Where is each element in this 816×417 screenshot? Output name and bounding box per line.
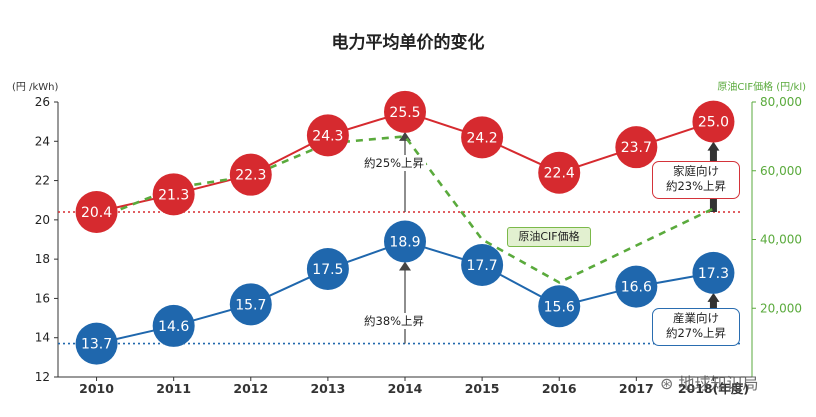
data-label: 21.3	[158, 187, 189, 203]
industry-annotation-box: 産業向け 約27%上昇	[652, 308, 740, 346]
left-tick-label: 18	[35, 252, 50, 266]
x-tick-label: 2018(年度)	[678, 381, 749, 396]
left-tick-label: 16	[35, 291, 50, 305]
chart-title: 电力平均单价的变化	[331, 33, 485, 53]
data-point-marker	[152, 173, 195, 216]
right-tick-label: 40,000	[760, 233, 802, 247]
household-box-line1: 家庭向け	[673, 164, 719, 178]
industry-rise-2014-label: 約38%上昇	[362, 313, 427, 329]
data-point-marker	[538, 151, 581, 194]
data-label: 24.2	[467, 130, 498, 146]
data-label: 14.6	[158, 319, 189, 335]
left-tick-label: 22	[35, 174, 50, 188]
data-point-marker	[152, 304, 195, 347]
x-tick-label: 2014	[388, 381, 423, 396]
data-label: 17.7	[467, 258, 498, 274]
data-markers: 20.4 21.3 22.3 24.3 25.5 24.2 22.4 23.7 25.0 13.7…	[75, 90, 735, 365]
household-total-arrow-head	[707, 141, 720, 151]
reference-lines	[58, 211, 742, 345]
data-label: 24.3	[312, 128, 343, 144]
data-label: 16.6	[621, 280, 652, 296]
watermark-text: 地球知识局	[678, 374, 759, 393]
left-tick-label: 20	[35, 213, 50, 227]
data-label: 18.9	[389, 234, 420, 250]
left-axis-unit: (円 /kWh)	[12, 82, 58, 93]
data-label: 15.6	[544, 299, 575, 315]
right-axis-unit: 原油CIF価格 (円/kl)	[717, 80, 806, 93]
data-point-marker	[384, 220, 426, 263]
data-label: 20.4	[81, 205, 112, 221]
data-label: 13.7	[81, 337, 112, 353]
left-tick-label: 12	[35, 370, 50, 384]
x-tick-label: 2012	[233, 381, 268, 396]
data-point-marker	[384, 90, 426, 133]
data-point-marker	[75, 322, 118, 365]
data-label: 17.5	[312, 262, 343, 278]
data-label: 17.3	[698, 266, 729, 282]
left-tick-label: 26	[35, 95, 50, 109]
data-point-marker	[538, 285, 581, 328]
data-label: 25.5	[389, 105, 420, 121]
data-point-marker	[229, 153, 272, 196]
data-label: 25.0	[698, 115, 729, 131]
x-tick-label: 2016	[542, 381, 577, 396]
industry-box-line2: 約27%上昇	[665, 326, 727, 340]
crude-cif-legend-label: 原油CIF価格	[507, 227, 591, 247]
x-tick-label: 2017	[619, 381, 654, 396]
right-tick-label: 20,000	[760, 301, 802, 315]
watermark: ⊛ 地球知识局	[660, 374, 759, 393]
left-tick-label: 14	[35, 331, 50, 345]
industry-total-arrow-head	[707, 292, 720, 302]
household-annotation-box: 家庭向け 約23%上昇	[652, 161, 740, 199]
x-tick-label: 2015	[465, 381, 500, 396]
data-point-marker	[692, 251, 735, 294]
data-point-marker	[306, 247, 349, 290]
data-point-marker	[692, 100, 735, 143]
data-point-marker	[229, 283, 272, 326]
household-box-line2: 約23%上昇	[665, 179, 727, 193]
x-tick-label: 2010	[79, 381, 114, 396]
x-tick-label: 2011	[156, 381, 191, 396]
data-label: 22.4	[544, 166, 575, 182]
data-label: 15.7	[235, 297, 266, 313]
industry-box-line1: 産業向け	[673, 311, 719, 325]
x-tick-label: 2013	[310, 381, 345, 396]
data-point-marker	[615, 265, 658, 308]
data-point-marker	[615, 126, 658, 169]
left-tick-label: 24	[35, 134, 50, 148]
household-rise-2014-label: 約25%上昇	[362, 155, 427, 171]
data-point-marker	[461, 244, 504, 287]
data-point-marker	[75, 191, 118, 233]
industry-rise-arrow-head	[399, 261, 411, 271]
data-point-marker	[461, 116, 504, 159]
data-label: 23.7	[621, 140, 652, 156]
data-label: 22.3	[235, 168, 266, 184]
right-tick-label: 80,000	[760, 95, 802, 109]
chart-axes: 12 14 16 18 20 22 24 26 (円 /kWh) 20,000 40,000 60,0…	[12, 80, 806, 396]
data-point-marker	[306, 114, 349, 157]
right-tick-label: 60,000	[760, 164, 802, 178]
